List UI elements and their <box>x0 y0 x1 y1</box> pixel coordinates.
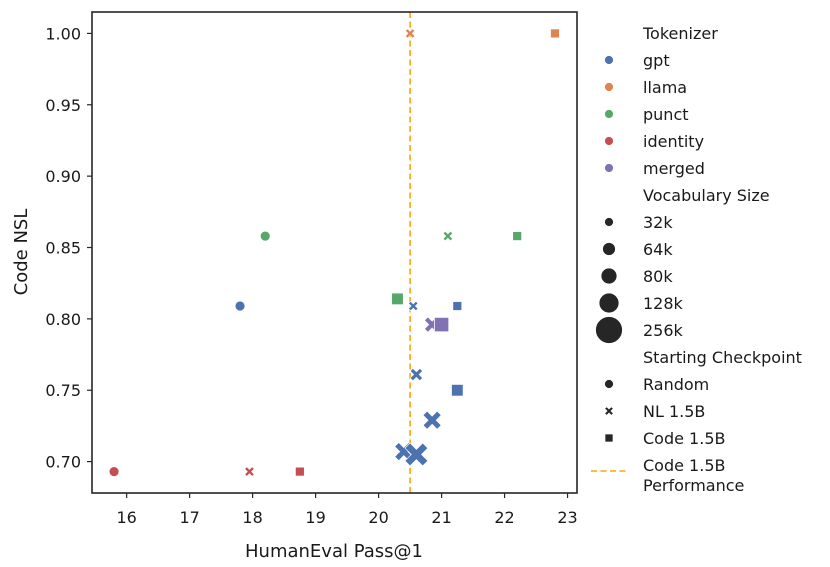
legend-marker-gpt <box>604 55 614 65</box>
legend-marker-merged <box>604 163 614 173</box>
legend-size-marker <box>595 316 623 344</box>
data-point-punct <box>259 230 271 242</box>
legend-label-punct: punct <box>643 105 689 124</box>
legend-size-marker <box>604 217 614 227</box>
data-point-punct <box>442 230 454 242</box>
x-tick-label: 22 <box>494 508 514 527</box>
legend-size-marker <box>600 267 618 285</box>
x-tick-label: 18 <box>242 508 262 527</box>
x-tick-label: 23 <box>557 508 577 527</box>
legend-checkpoint-label: Code 1.5B <box>643 429 725 448</box>
legend-size-label: 64k <box>643 240 673 259</box>
data-point-gpt <box>408 300 419 312</box>
data-point-gpt <box>409 367 423 382</box>
legend-size-label: 128k <box>643 294 684 313</box>
data-point-gpt <box>422 410 442 430</box>
legend-marker-identity <box>604 136 614 146</box>
legend-size-marker <box>598 292 620 314</box>
legend-size-marker <box>602 242 616 256</box>
y-tick-label: 0.80 <box>45 310 81 329</box>
x-tick-label: 16 <box>116 508 136 527</box>
legend: Tokenizer gpt llama punct identity merged Voca… <box>591 24 802 495</box>
x-tick-label: 21 <box>431 508 451 527</box>
x-axis: 16 17 18 19 20 21 22 23 <box>116 493 578 527</box>
x-tick-label: 17 <box>179 508 199 527</box>
legend-marker-llama <box>604 82 614 92</box>
data-point-merged <box>433 316 450 333</box>
legend-title-starting-checkpoint: Starting Checkpoint <box>643 348 802 367</box>
legend-checkpoint-marker <box>604 433 614 443</box>
legend-checkpoint-marker <box>604 406 614 416</box>
y-tick-label: 1.00 <box>45 24 81 43</box>
data-point-identity <box>108 466 120 477</box>
legend-checkpoint-marker <box>604 379 614 389</box>
legend-label-merged: merged <box>643 159 705 178</box>
legend-size-label: 80k <box>643 267 673 286</box>
x-axis-label: HumanEval Pass@1 <box>245 541 423 562</box>
data-point-gpt <box>452 301 463 311</box>
data-point-gpt <box>234 300 246 312</box>
data-point-llama <box>550 28 560 39</box>
legend-label-gpt: gpt <box>643 51 670 70</box>
x-tick-label: 20 <box>368 508 388 527</box>
legend-title-tokenizer: Tokenizer <box>642 24 718 43</box>
legend-label-identity: identity <box>643 132 704 151</box>
y-axis-label: Code NSL <box>11 209 32 296</box>
data-point-identity <box>294 466 305 477</box>
legend-label-llama: llama <box>643 78 687 97</box>
data-point-llama <box>404 28 416 39</box>
y-tick-label: 0.75 <box>45 381 81 400</box>
data-point-punct <box>512 231 523 241</box>
legend-title-vocabulary-size: Vocabulary Size <box>643 186 770 205</box>
legend-reference-line-label: Code 1.5B <box>643 456 725 475</box>
legend-size-label: 32k <box>643 213 673 232</box>
x-tick-label: 19 <box>305 508 325 527</box>
data-point-gpt <box>451 383 464 397</box>
legend-checkpoint-label: NL 1.5B <box>643 402 705 421</box>
y-tick-label: 0.85 <box>45 239 81 258</box>
plot-area <box>92 12 577 493</box>
legend-marker-punct <box>604 109 614 119</box>
y-axis: 0.70 0.75 0.80 0.85 0.90 0.95 1.00 <box>45 24 92 472</box>
y-tick-label: 0.95 <box>45 96 81 115</box>
legend-reference-line-label: Performance <box>643 476 744 495</box>
data-point-gpt <box>404 442 429 467</box>
points-layer <box>108 28 560 477</box>
y-tick-label: 0.90 <box>45 167 81 186</box>
legend-checkpoint-label: Random <box>643 375 709 394</box>
plot-frame <box>91 11 578 494</box>
data-point-identity <box>244 466 255 477</box>
legend-size-label: 256k <box>643 321 684 340</box>
data-point-punct <box>391 292 404 306</box>
y-tick-label: 0.70 <box>45 453 81 472</box>
